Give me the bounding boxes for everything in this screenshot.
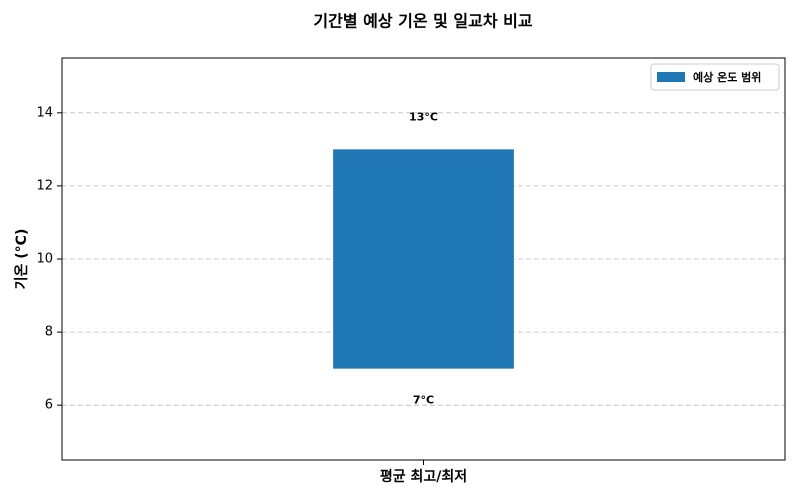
y-tick-label: 14	[36, 105, 53, 120]
legend-label: 예상 온도 범위	[693, 70, 761, 84]
x-tick-label: 평균 최고/최저	[380, 468, 467, 485]
y-axis-label: 기온 (°C)	[14, 229, 30, 290]
legend-swatch	[657, 72, 685, 82]
y-tick-label: 8	[45, 325, 53, 340]
chart-title: 기간별 예상 기온 및 일교차 비교	[313, 12, 532, 31]
y-tick-label: 6	[45, 398, 53, 413]
plot-frame	[61, 57, 786, 461]
legend-box	[650, 63, 780, 91]
value-label: 13°C	[409, 110, 438, 123]
bar	[333, 149, 514, 369]
value-label: 7°C	[413, 394, 434, 407]
y-tick-label: 10	[36, 252, 53, 267]
y-tick-label: 12	[36, 178, 53, 193]
